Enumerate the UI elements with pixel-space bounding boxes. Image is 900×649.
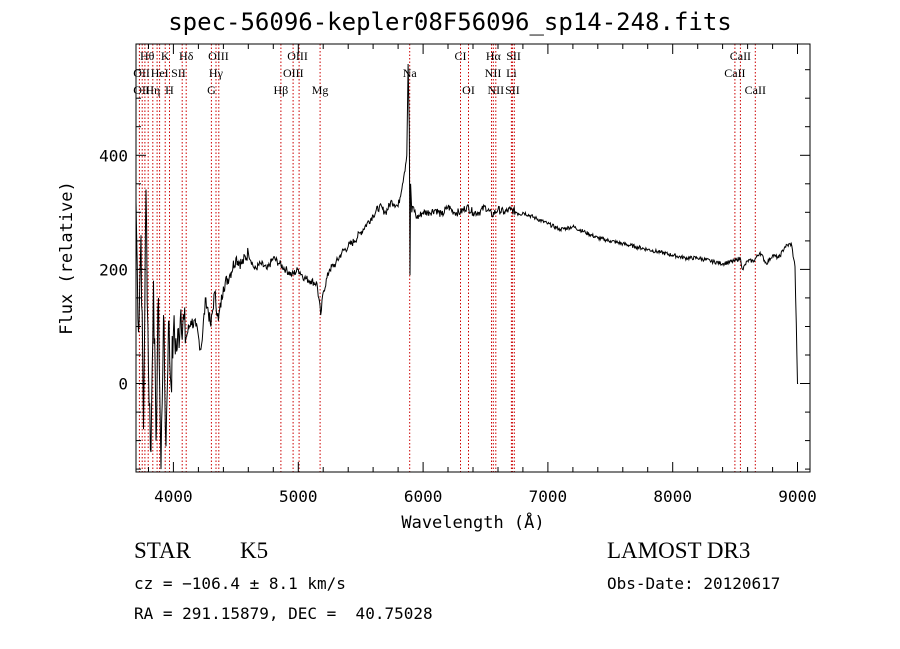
line-label: SII — [171, 66, 186, 80]
line-label: Mg — [312, 83, 329, 97]
x-tick-label: 9000 — [778, 487, 817, 506]
line-label: CaII — [730, 49, 751, 63]
line-label: G — [207, 83, 216, 97]
line-label: CaII — [724, 66, 745, 80]
line-label: OIII — [287, 49, 308, 63]
line-label: SII — [505, 83, 520, 97]
line-label: Na — [403, 66, 418, 80]
line-label: Hα — [486, 49, 502, 63]
line-label: CaII — [745, 83, 766, 97]
x-tick-label: 5000 — [279, 487, 318, 506]
line-label: Hθ — [140, 49, 155, 63]
x-tick-label: 8000 — [653, 487, 692, 506]
line-label: OIII — [208, 49, 229, 63]
line-label: OII — [133, 83, 150, 97]
object-class: STAR — [134, 538, 191, 563]
spectrum-series — [135, 63, 799, 470]
redshift-value: cz = −106.4 ± 8.1 km/s — [134, 574, 346, 593]
sky-coordinates: RA = 291.15879, DEC = 40.75028 — [134, 604, 433, 623]
line-label: Li — [506, 66, 517, 80]
line-label: OIII — [283, 66, 304, 80]
y-tick-label: 0 — [118, 375, 128, 394]
line-label: H — [165, 83, 174, 97]
line-label: OI — [462, 83, 475, 97]
line-label: Hβ — [274, 83, 289, 97]
survey-name: LAMOST DR3 — [607, 538, 751, 563]
line-label: Hγ — [209, 66, 224, 80]
y-tick-label: 400 — [99, 146, 128, 165]
x-tick-label: 6000 — [404, 487, 443, 506]
y-axis-label: Flux (relative) — [57, 181, 77, 335]
line-label: NII — [487, 83, 504, 97]
line-label: NII — [485, 66, 502, 80]
line-label: Hδ — [179, 49, 194, 63]
x-tick-label: 4000 — [154, 487, 193, 506]
line-label: HeI — [151, 66, 169, 80]
x-axis-label: Wavelength (Å) — [401, 511, 544, 533]
x-tick-label: 7000 — [529, 487, 568, 506]
line-label: K — [161, 49, 170, 63]
line-label: SII — [506, 49, 521, 63]
plot-frame — [135, 43, 811, 473]
line-label: Hη — [145, 83, 160, 97]
chart-title: spec-56096-kepler08F56096_sp14-248.fits — [168, 8, 732, 36]
y-tick-label: 200 — [99, 260, 128, 279]
line-label: CI — [455, 49, 467, 63]
object-subclass: K5 — [240, 538, 269, 563]
observation-date: Obs-Date: 20120617 — [607, 574, 781, 593]
